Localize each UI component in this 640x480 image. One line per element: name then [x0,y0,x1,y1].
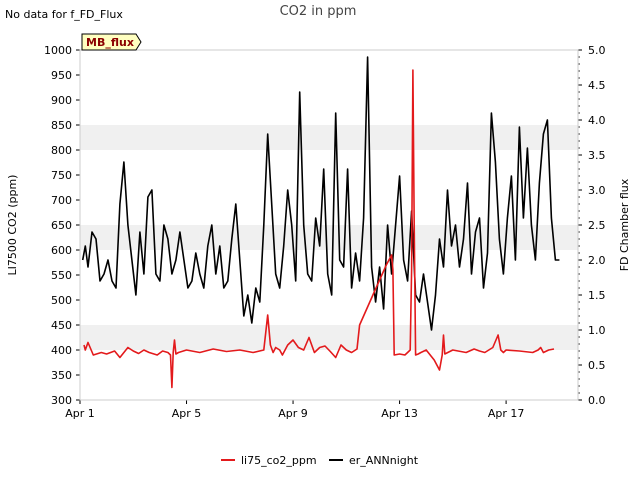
y2-tick-label: 4.5 [588,79,606,92]
x-tick-label: Apr 1 [65,407,95,420]
background-band [80,325,578,350]
legend: li75_co2_ppm er_ANNnight [221,454,419,467]
no-data-message: No data for f_FD_Flux [5,8,123,21]
y2-tick-label: 4.0 [588,114,606,127]
x-axis-ticks: Apr 1 Apr 5 Apr 9 Apr 13 Apr 17 [65,400,524,420]
y2-tick-label: 3.5 [588,149,606,162]
plot-frame [79,49,579,401]
y-tick-label: 750 [51,169,72,182]
y2-tick-label: 3.0 [588,184,606,197]
y-tick-label: 600 [51,244,72,257]
tag-shape [81,33,142,51]
x-tick-label: Apr 9 [278,407,308,420]
right-axis-ticks: 0.0 0.5 1.0 1.5 2.0 2.5 3.0 3.5 4.0 4.5 5.0 [578,44,606,407]
x-tick-label: Apr 5 [172,407,202,420]
y-axis-label: LI7500 CO2 (ppm) [6,175,19,276]
y-tick-label: 650 [51,219,72,232]
y2-tick-label: 2.5 [588,219,606,232]
y2-tick-label: 0.5 [588,359,606,372]
chart-title: CO2 in ppm [280,4,357,19]
mb-flux-tag: MB_flux [81,33,142,51]
y-tick-label: 900 [51,94,72,107]
y-tick-label: 800 [51,144,72,157]
y-tick-label: 500 [51,294,72,307]
y-tick-label: 350 [51,369,72,382]
y-tick-label: 450 [51,319,72,332]
y-tick-label: 950 [51,69,72,82]
y-tick-label: 400 [51,344,72,357]
y-tick-label: 300 [51,394,72,407]
tag-label: MB_flux [86,36,134,49]
y-tick-label: 850 [51,119,72,132]
series-layer [81,56,560,389]
y2-tick-label: 0.0 [588,394,606,407]
y2-tick-label: 2.0 [588,254,606,267]
y-tick-label: 700 [51,194,72,207]
y2-tick-label: 1.0 [588,324,606,337]
legend-label-li75: li75_co2_ppm [241,454,317,467]
x-tick-label: Apr 13 [381,407,418,420]
x-tick-label: Apr 17 [488,407,525,420]
y2-tick-label: 5.0 [588,44,606,57]
left-axis-ticks: 300 350 400 450 500 550 600 650 700 750 800 850 900 9… [44,44,80,407]
y-tick-label: 550 [51,269,72,282]
series-line-li75-co2-ppm [83,69,555,389]
y-tick-label: 1000 [44,44,72,57]
y2-axis-label: FD Chamber flux [618,178,631,271]
series-line-er-annnight [81,56,560,331]
y2-tick-label: 1.5 [588,289,606,302]
background-band [80,125,578,150]
legend-label-er-annnight: er_ANNnight [349,454,419,467]
